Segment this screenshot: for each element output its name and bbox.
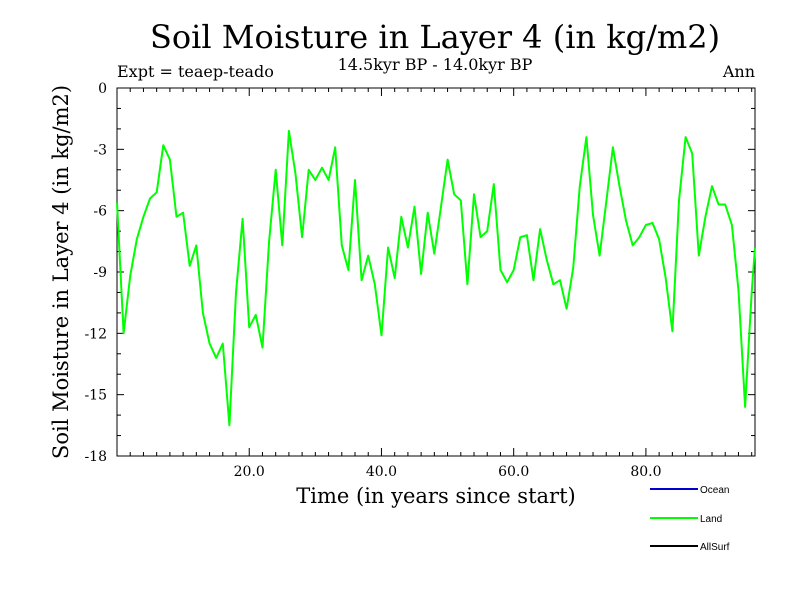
x-tick-label: 20.0 xyxy=(234,464,265,480)
x-tick-label: 80.0 xyxy=(630,464,661,480)
plot-frame xyxy=(116,87,756,457)
y-axis-label: Soil Moisture in Layer 4 (in kg/m2) xyxy=(49,85,73,459)
legend-label-ocean: Ocean xyxy=(700,485,729,496)
series-layer xyxy=(116,129,756,427)
x-axis: 20.0 40.0 60.0 80.0 xyxy=(129,88,753,480)
y-tick-label: 0 xyxy=(98,81,107,97)
legend-label-land: Land xyxy=(700,514,722,525)
legend-label-allsurf: AllSurf xyxy=(700,542,730,553)
y-tick-label: -18 xyxy=(84,449,107,465)
legend: Ocean Land AllSurf xyxy=(650,485,730,553)
chart-title: Soil Moisture in Layer 4 (in kg/m2) xyxy=(150,18,720,56)
series-line-land xyxy=(116,129,756,427)
y-tick-label: -3 xyxy=(93,142,107,158)
y-tick-label: -6 xyxy=(93,204,107,220)
experiment-label: Expt = teaep-teado xyxy=(117,62,274,81)
x-axis-label: Time (in years since start) xyxy=(296,484,575,508)
y-axis: 0 -3 -6 -9 -12 -15 -18 xyxy=(84,81,755,465)
x-tick-label: 40.0 xyxy=(366,464,397,480)
x-tick-label: 60.0 xyxy=(498,464,529,480)
y-tick-label: -9 xyxy=(93,265,107,281)
chart-subtitle: 14.5kyr BP - 14.0kyr BP xyxy=(338,55,533,74)
y-tick-label: -15 xyxy=(84,388,107,404)
y-tick-label: -12 xyxy=(84,326,107,342)
season-label: Ann xyxy=(722,62,755,81)
